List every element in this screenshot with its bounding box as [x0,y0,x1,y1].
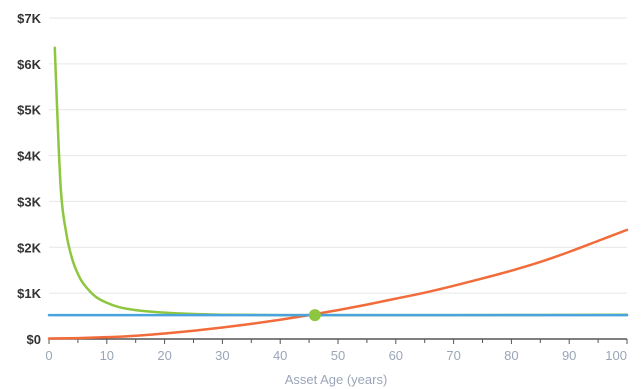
x-axis: 0 10 20 30 40 50 60 70 80 90 100 [45,338,628,363]
markers [308,309,321,322]
y-tick-label: $0 [27,332,41,347]
x-tick-label: 100 [605,348,627,363]
y-tick-label: $4K [17,149,41,164]
y-axis: $0 $1K $2K $3K $4K $5K $6K $7K [17,11,41,347]
x-tick-label: 80 [504,348,518,363]
y-tick-label: $1K [17,286,41,301]
y-tick-label: $7K [17,11,41,26]
gridlines [49,17,627,294]
series-lines [47,46,629,340]
x-tick-label: 30 [215,348,229,363]
y-tick-label: $6K [17,57,41,72]
y-tick-label: $5K [17,103,41,118]
x-tick-label: 90 [562,348,576,363]
x-tick-label: 0 [45,348,52,363]
y-tick-label: $2K [17,240,41,255]
x-tick-label: 40 [273,348,287,363]
series-line-0 [53,46,629,317]
x-tick-label: 10 [100,348,114,363]
x-tick-label: 60 [389,348,403,363]
x-tick-label: 70 [446,348,460,363]
x-tick-label: 20 [157,348,171,363]
intersection-marker[interactable] [308,309,321,322]
x-axis-label: Asset Age (years) [285,372,388,387]
y-tick-label: $3K [17,194,41,209]
x-tick-label: 50 [331,348,345,363]
series-line-1 [47,228,629,340]
